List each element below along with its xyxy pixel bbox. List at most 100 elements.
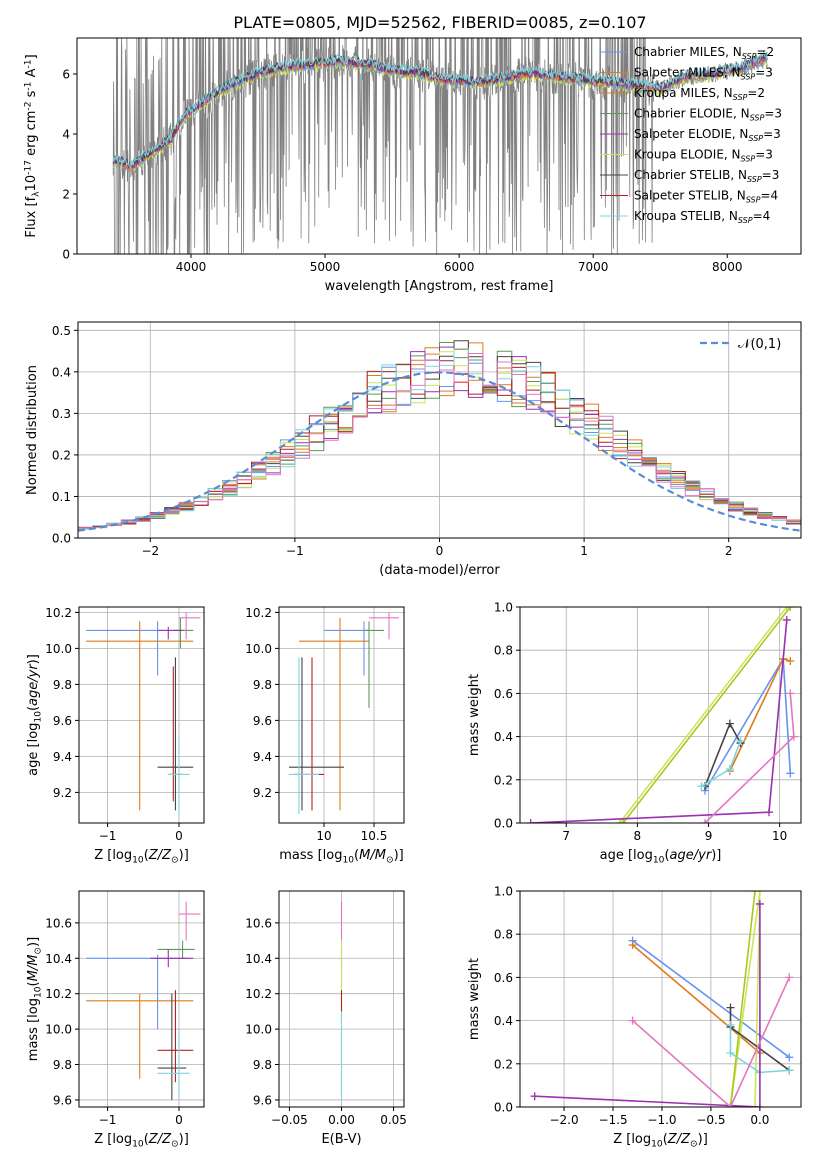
legend-entry: Chabrier ELODIE, NSSP=3 — [634, 107, 782, 123]
weight-series-line — [618, 607, 788, 823]
x-tick-label: −1.5 — [598, 1113, 627, 1127]
weight-marker — [615, 819, 624, 823]
x-tick-label: 0.05 — [380, 1113, 407, 1127]
y-tick-label: 10.0 — [245, 642, 272, 656]
figure-title: PLATE=0805, MJD=52562, FIBERID=0085, z=0… — [233, 13, 646, 32]
y-tick-label: 0.8 — [494, 928, 513, 942]
weight-marker — [628, 941, 637, 949]
y-tick-label: 0.6 — [494, 687, 513, 701]
x-tick-label: 10 — [772, 829, 787, 843]
x-tick-label: −1 — [99, 1113, 117, 1127]
y-tick-label: 0.6 — [494, 971, 513, 985]
x-tick-label: −2.0 — [549, 1113, 578, 1127]
chart-age-weight: 7 8 9 10 0.0 0.2 0.4 0.6 0.8 1.0 age [log10(age/yr… — [467, 601, 802, 865]
y-tick-label: 10.6 — [45, 916, 72, 930]
legend-entry: Salpeter ELODIE, NSSP=3 — [634, 127, 781, 143]
weight-marker — [726, 1020, 735, 1029]
weight-marker — [755, 899, 764, 908]
y-tick-label: 0.4 — [494, 730, 513, 744]
plot-area — [112, 38, 768, 254]
weight-series-line — [534, 904, 761, 1107]
legend-entry: Kroupa MILES, NSSP=2 — [634, 86, 765, 102]
y-tick-label: 9.8 — [53, 678, 72, 692]
y-tick-label: 0.3 — [52, 407, 71, 421]
weight-marker — [755, 1103, 764, 1107]
weight-series-line — [632, 940, 790, 1058]
weight-series-line — [622, 607, 791, 823]
legend-entry: Salpeter STELIB, NSSP=4 — [634, 189, 778, 205]
plot-area — [520, 607, 801, 823]
axes-frame — [519, 606, 802, 824]
y-tick-label: 9.8 — [253, 678, 272, 692]
x-tick-label: 0.0 — [750, 1113, 769, 1127]
y-tick-label: 9.2 — [53, 786, 72, 800]
y-tick-label: 10.4 — [245, 952, 272, 966]
y-tick-label: 9.8 — [253, 1058, 272, 1072]
y-tick-label: 0.0 — [494, 1101, 513, 1115]
weight-marker — [628, 1016, 637, 1025]
legend: Chabrier MILES, NSSP=2 Salpeter MILES, NS… — [600, 45, 782, 225]
y-tick-label: 9.8 — [53, 1058, 72, 1072]
plot-area — [279, 607, 404, 823]
weight-marker — [764, 808, 773, 817]
y-tick-label: 9.6 — [253, 714, 272, 728]
x-tick-label: 9 — [705, 829, 713, 843]
weight-marker — [786, 607, 795, 611]
x-axis-label: E(B-V) — [321, 1132, 361, 1147]
gaussian-curve — [78, 371, 801, 532]
y-axis-label: mass weight — [467, 674, 482, 756]
chart-z-weight: −2.0 −1.5 −1.0 −0.5 0.0 0.0 0.2 0.4 0.6 0.8 1.0 Z [… — [467, 885, 802, 1149]
x-tick-label: 10.5 — [361, 829, 388, 843]
y-tick-label: 1.0 — [494, 601, 513, 615]
weight-marker — [526, 819, 535, 823]
weight-series-line — [729, 891, 756, 1107]
y-tick-label: 9.6 — [53, 1093, 72, 1107]
y-tick-label: 10.6 — [245, 916, 272, 930]
y-tick-label: 10.2 — [45, 987, 72, 1001]
y-tick-label: 0.2 — [494, 773, 513, 787]
weight-marker — [726, 1003, 735, 1012]
axes-frame — [519, 890, 802, 1108]
legend-entry: Kroupa ELODIE, NSSP=3 — [634, 148, 773, 164]
weight-series-line — [704, 693, 795, 823]
x-tick-label: 8 — [634, 829, 642, 843]
chart-z-mass: −1 0 9.6 9.8 10.0 10.2 10.4 10.6 Z [log10(Z/Z⊙)]… — [26, 890, 205, 1149]
weight-marker — [782, 615, 791, 624]
y-tick-label: 9.6 — [53, 714, 72, 728]
weight-marker — [700, 819, 709, 823]
weight-series-line — [729, 1024, 790, 1074]
y-axis-label: mass [log10(M/M⊙)] — [26, 937, 43, 1061]
y-axis-label: Flux [fλ10-17 erg cm-2 s-1 A-1] — [23, 54, 41, 237]
chart-z-age: −1 0 9.2 9.4 9.6 9.8 10.0 10.2 Z [log10(Z/Z⊙)] ag… — [26, 606, 205, 865]
x-tick-label: 2 — [725, 544, 733, 558]
plot-area — [79, 891, 204, 1107]
x-tick-label: 6000 — [444, 260, 475, 274]
x-tick-label: −0.5 — [696, 1113, 725, 1127]
x-axis-label: mass [log10(M/M⊙)] — [279, 848, 403, 865]
weight-marker — [619, 819, 628, 823]
plot-area — [520, 891, 801, 1107]
legend-entry: Chabrier STELIB, NSSP=3 — [634, 168, 779, 184]
weight-marker — [530, 1092, 539, 1101]
x-tick-label: 1 — [580, 544, 588, 558]
axes-frame — [278, 606, 405, 824]
chart-spectrum: 4000 5000 6000 7000 8000 0 2 4 6 wavelength [Angs… — [23, 37, 802, 294]
y-tick-label: 0.5 — [52, 324, 71, 338]
x-axis-label: wavelength [Angstrom, rest frame] — [325, 279, 554, 294]
weight-marker — [725, 719, 734, 728]
axes-frame — [278, 890, 405, 1108]
weight-marker — [785, 1066, 794, 1075]
legend-entry: Chabrier MILES, NSSP=2 — [634, 45, 774, 61]
x-tick-label: 7000 — [578, 260, 609, 274]
y-tick-label: 1.0 — [494, 885, 513, 899]
y-axis-label: age [log10(age/yr)] — [26, 654, 43, 776]
x-tick-label: −2 — [141, 544, 159, 558]
y-tick-label: 4 — [62, 128, 70, 142]
x-tick-label: −1.0 — [647, 1113, 676, 1127]
y-tick-label: 9.4 — [53, 750, 72, 764]
x-axis-label: (data-model)/error — [379, 563, 500, 578]
y-tick-label: 0.2 — [52, 448, 71, 462]
weight-marker — [726, 1049, 735, 1057]
x-tick-label: 0 — [175, 829, 183, 843]
